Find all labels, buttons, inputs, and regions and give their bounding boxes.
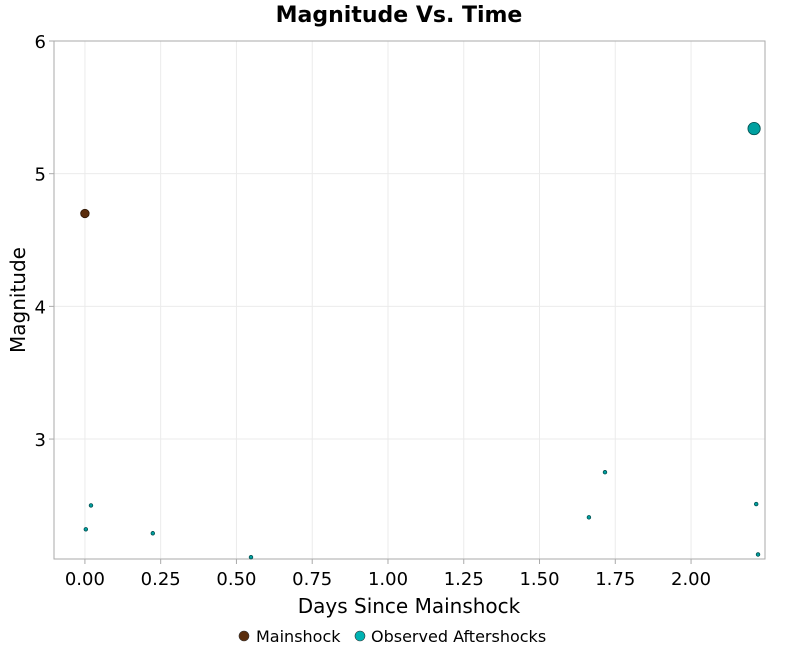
legend-marker-aftershocks xyxy=(354,630,366,642)
aftershock-point xyxy=(150,531,156,536)
aftershock-point xyxy=(754,501,759,507)
y-axis-label: Magnitude xyxy=(6,247,30,353)
grid xyxy=(54,40,765,559)
x-tick-label: 0.50 xyxy=(216,569,256,590)
aftershock-point xyxy=(602,470,608,475)
aftershock-point xyxy=(83,527,89,532)
legend-label-aftershocks: Observed Aftershocks xyxy=(371,627,546,646)
aftershock-point xyxy=(248,554,254,560)
y-tick-label: 4 xyxy=(35,297,46,318)
y-tick-label: 5 xyxy=(35,165,46,186)
x-tick-label: 0.25 xyxy=(141,569,181,590)
mainshock-point xyxy=(80,208,90,219)
x-axis-label: Days Since Mainshock xyxy=(298,594,521,618)
plot-area xyxy=(53,40,766,560)
legend: Mainshock Observed Aftershocks xyxy=(238,627,546,646)
y-tick-label: 6 xyxy=(35,32,46,53)
legend-marker-mainshock xyxy=(238,630,250,642)
aftershock-point xyxy=(755,552,761,557)
aftershock-point xyxy=(747,122,761,136)
legend-label-mainshock: Mainshock xyxy=(256,627,341,646)
y-axis: 3 4 5 6 xyxy=(35,32,54,451)
data-points xyxy=(80,122,761,560)
y-tick-label: 3 xyxy=(35,430,46,451)
x-tick-label: 0.00 xyxy=(65,569,105,590)
x-tick-label: 0.75 xyxy=(292,569,332,590)
x-tick-label: 2.00 xyxy=(671,569,711,590)
aftershock-point xyxy=(586,515,592,520)
chart-title: Magnitude Vs. Time xyxy=(276,3,523,28)
aftershock-point xyxy=(88,503,94,508)
x-tick-label: 1.50 xyxy=(519,569,559,590)
x-axis: 0.00 0.25 0.50 0.75 1.00 1.25 1.50 1.75 2.00 xyxy=(65,559,711,590)
x-tick-label: 1.25 xyxy=(444,569,484,590)
x-tick-label: 1.75 xyxy=(595,569,635,590)
x-tick-label: 1.00 xyxy=(368,569,408,590)
